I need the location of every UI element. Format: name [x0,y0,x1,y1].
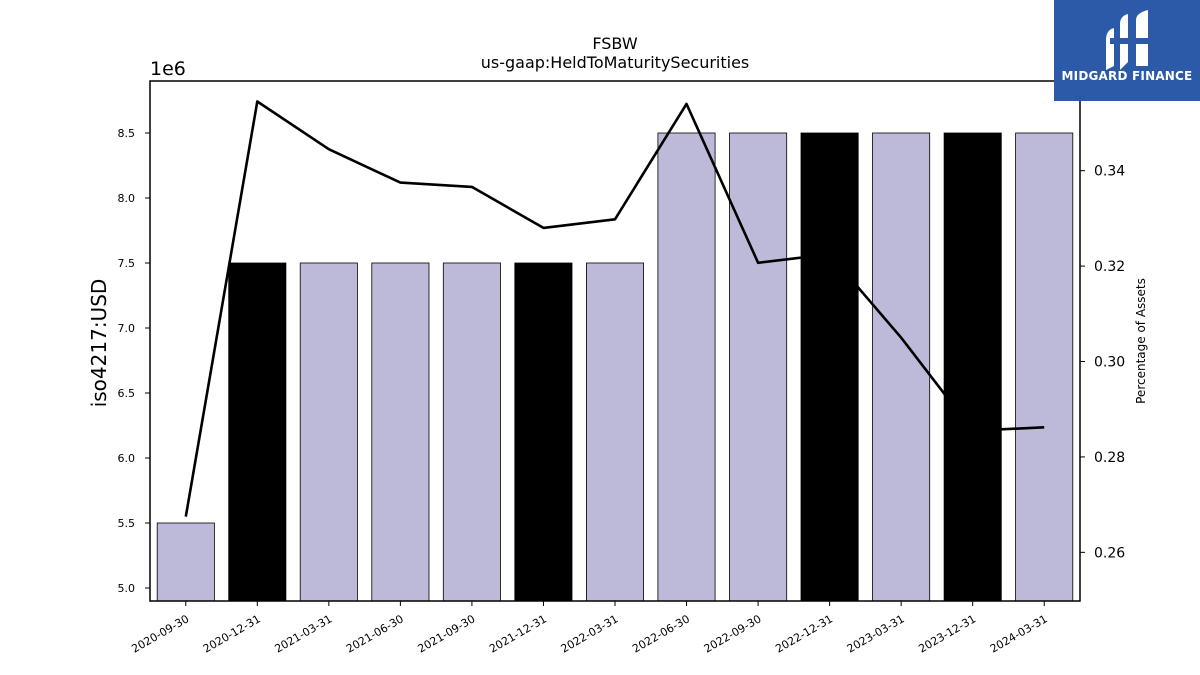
y2-axis-ticks: 0.26 0.28 0.30 0.32 0.34 [1080,164,1125,561]
y-offset-label: 1e6 [150,58,186,80]
y2-tick-label: 0.26 [1094,545,1125,561]
percentage-of-assets-line [184,100,1045,517]
bar-2021-09-30 [442,262,501,602]
x-tick-label: 2021-06-30 [344,612,406,655]
y2-axis-label: Percentage of Assets [1134,278,1148,404]
x-tick-label: 2021-12-31 [487,612,549,655]
x-tick-label: 2022-12-31 [773,612,835,655]
x-tick-label: 2021-03-31 [272,612,334,655]
bar-2022-09-30 [729,132,788,602]
logo-text: MIDGARD FINANCE [1061,69,1193,83]
x-tick-label: 2022-09-30 [702,612,764,655]
y-tick-label: 7.0 [118,322,136,335]
chart-title: FSBW [592,34,637,53]
plot-frame [149,80,1081,602]
bar-2021-03-31 [299,262,358,602]
bar-2022-12-31 [800,132,859,602]
x-tick-label: 2020-12-31 [201,612,263,655]
y2-tick-label: 0.32 [1094,259,1125,275]
bar-2024-03-31 [1015,132,1074,602]
y-axis-label: iso4217:USD [87,279,111,408]
x-tick-label: 2024-03-31 [988,612,1050,655]
x-tick-label: 2023-12-31 [916,612,978,655]
chart-subtitle: us-gaap:HeldToMaturitySecurities [481,53,750,72]
y-tick-label: 6.0 [118,452,136,465]
y2-tick-label: 0.34 [1094,164,1125,180]
bars-group [156,132,1074,602]
x-tick-label: 2023-03-31 [845,612,907,655]
x-tick-label: 2020-09-30 [129,612,191,655]
bar-2021-06-30 [371,262,430,602]
y-tick-label: 7.5 [118,257,136,270]
y2-tick-label: 0.30 [1094,355,1125,371]
bar-2023-03-31 [872,132,931,602]
logo-mark-icon [1106,10,1150,70]
bar-2020-09-30 [156,522,215,602]
bar-2023-12-31 [943,132,1002,602]
line-series-group [184,100,1045,517]
y-tick-label: 8.5 [118,127,136,140]
y-tick-label: 6.5 [118,387,136,400]
bar-2021-12-31 [514,262,573,602]
y-tick-label: 5.0 [118,582,136,595]
y-tick-label: 8.0 [118,192,136,205]
y-axis-ticks: 5.0 5.5 6.0 6.5 7.0 7.5 8.0 8.5 [118,127,150,595]
x-tick-label: 2021-09-30 [416,612,478,655]
x-axis-ticks: 2020-09-30 2020-12-31 2021-03-31 2021-06-30… [129,601,1050,656]
x-tick-label: 2022-03-31 [559,612,621,655]
company-logo: MIDGARD FINANCE [1054,0,1200,101]
bar-2022-06-30 [657,132,716,602]
x-tick-label: 2022-06-30 [630,612,692,655]
y2-tick-label: 0.28 [1094,450,1125,466]
bar-2022-03-31 [586,262,645,602]
bar-2020-12-31 [228,262,287,602]
y-tick-label: 5.5 [118,517,136,530]
